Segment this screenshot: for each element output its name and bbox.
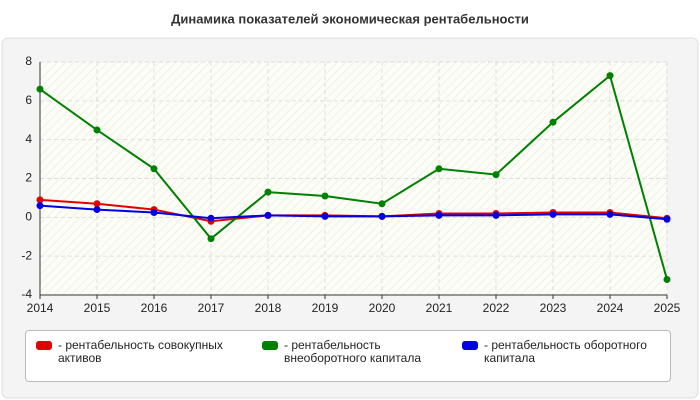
data-point	[264, 211, 272, 219]
plot-area	[40, 62, 667, 295]
legend-swatch	[262, 341, 278, 350]
data-point	[93, 206, 101, 214]
y-tick-label: 8	[25, 54, 32, 68]
legend-swatch	[36, 341, 52, 350]
y-tick-label: 6	[25, 93, 32, 107]
data-point	[549, 118, 557, 126]
chart-title: Динамика показателей экономическая рента…	[171, 11, 529, 26]
data-point	[378, 200, 386, 208]
data-point	[207, 214, 215, 222]
data-point	[321, 192, 329, 200]
data-point	[606, 210, 614, 218]
y-tick-label: 0	[25, 210, 32, 224]
legend-label: - рентабельность внеоборотного капитала	[284, 338, 421, 365]
data-point	[492, 171, 500, 179]
x-tick-label: 2018	[255, 301, 282, 315]
data-point	[36, 202, 44, 210]
series-line	[39, 204, 668, 221]
x-tick-label: 2019	[312, 301, 339, 315]
data-point	[150, 208, 158, 216]
data-point	[321, 212, 329, 220]
y-tick-label: 2	[25, 171, 32, 185]
data-point	[378, 212, 386, 220]
series-line	[39, 73, 668, 280]
legend: - рентабельность совокупных активов - рен…	[25, 330, 671, 382]
data-point	[36, 196, 44, 204]
x-tick-label: 2015	[84, 301, 111, 315]
data-point	[93, 126, 101, 134]
x-tick-label: 2020	[369, 301, 396, 315]
data-point	[435, 165, 443, 173]
x-tick-label: 2022	[483, 301, 510, 315]
y-tick-label: -2	[21, 248, 32, 262]
data-point	[36, 85, 44, 93]
legend-entry: - рентабельность внеоборотного капитала	[262, 338, 449, 365]
x-tick-label: 2025	[654, 301, 681, 315]
data-point	[93, 200, 101, 208]
x-tick-label: 2021	[426, 301, 453, 315]
legend-entry: - рентабельность оборотного капитала	[462, 338, 669, 365]
legend-label: - рентабельность совокупных активов	[58, 338, 223, 365]
legend-swatch	[462, 341, 478, 350]
y-tick-label: 4	[25, 132, 32, 146]
data-point	[150, 165, 158, 173]
x-tick-label: 2014	[27, 301, 54, 315]
data-point	[492, 211, 500, 219]
data-point	[606, 72, 614, 80]
data-point	[663, 275, 671, 283]
x-tick-label: 2016	[141, 301, 168, 315]
x-tick-label: 2024	[597, 301, 624, 315]
data-point	[549, 210, 557, 218]
x-tick-label: 2017	[198, 301, 225, 315]
y-tick-label: -4	[21, 287, 32, 301]
legend-entry: - рентабельность совокупных активов	[36, 338, 243, 365]
data-point	[207, 235, 215, 243]
legend-label: - рентабельность оборотного капитала	[484, 338, 647, 365]
x-tick-label: 2023	[540, 301, 567, 315]
data-point	[264, 188, 272, 196]
data-point	[663, 215, 671, 223]
data-point	[435, 211, 443, 219]
